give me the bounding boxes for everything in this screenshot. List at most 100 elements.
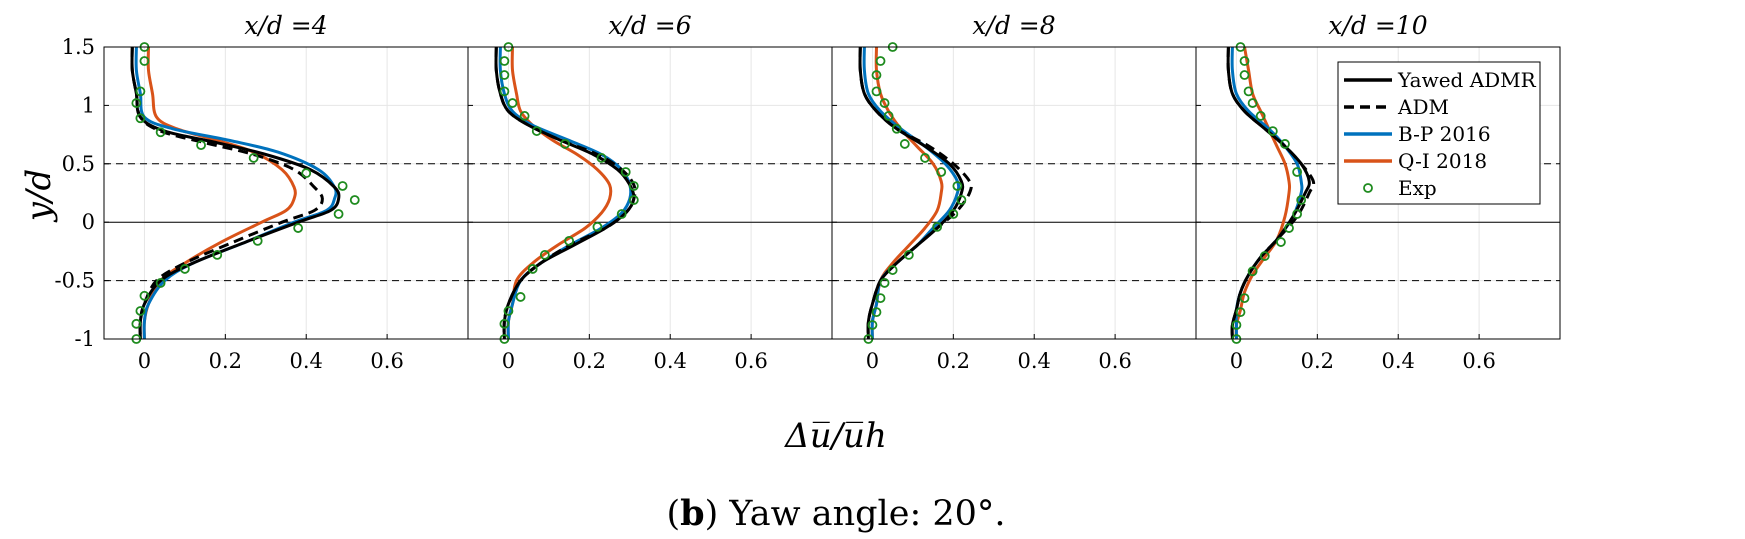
legend-label-exp: Exp [1398, 176, 1437, 200]
exp-data-point [527, 264, 538, 274]
exp-data-point [1259, 251, 1270, 261]
exp-data-point [131, 98, 142, 108]
exp-data-point [1239, 70, 1250, 80]
exp-data-point [875, 293, 886, 304]
legend: Yawed ADMR ADM B-P 2016 Q-I 2018 Exp [1337, 61, 1541, 205]
legend-label-b-p-2016: B-P 2016 [1398, 122, 1491, 146]
exp-data-point [867, 320, 878, 330]
exp-data-point [507, 98, 518, 108]
exp-data-point [135, 86, 146, 97]
x-tick-label: 0.6 [1462, 349, 1495, 373]
x-tick-label: 0.6 [1098, 349, 1131, 373]
exp-data-point [1247, 98, 1258, 108]
caption-prefix: ( [666, 494, 680, 534]
x-tick-label: 0.4 [654, 349, 687, 373]
x-tick-label: 0.2 [937, 349, 970, 373]
exp-data-point [531, 126, 542, 136]
exp-data-point [1276, 237, 1286, 247]
exp-data-point [871, 86, 882, 97]
panel-plot-area [858, 47, 973, 339]
x-tick-label: 0.2 [1301, 349, 1334, 373]
exp-data-point [628, 181, 639, 191]
x-tick-label: 0 [1230, 349, 1243, 373]
series-line-q-i-2018 [506, 47, 613, 339]
exp-data-point [903, 250, 914, 260]
exp-data-point [628, 195, 639, 205]
exp-data-point [1280, 139, 1290, 149]
panel-frame [1195, 46, 1561, 340]
exp-data-point [936, 167, 947, 177]
x-tick-label: 0.2 [209, 349, 242, 373]
panel-2: 0 0.2 0.4 0.6 x/d =6 [467, 11, 833, 373]
exp-data-point [932, 221, 943, 232]
panel-background [104, 47, 468, 339]
exp-data-point [883, 111, 894, 121]
exp-data-point [519, 111, 530, 121]
exp-data-point [871, 307, 882, 318]
exp-data-point [596, 153, 607, 163]
exp-data-point [499, 86, 510, 97]
panel-title: x/d =8 [972, 11, 1055, 40]
exp-data-point [920, 153, 930, 163]
exp-data-point [135, 113, 146, 124]
exp-data-point [564, 235, 575, 246]
panel-title: x/d =4 [244, 11, 327, 40]
x-axis-label: Δu̅/u̅h [783, 416, 887, 456]
y-tick-label: 1 [82, 93, 95, 117]
x-tick-label: 0.4 [290, 349, 323, 373]
exp-data-point [948, 209, 959, 219]
panel-plot-area [1226, 47, 1316, 339]
exp-data-point [1247, 266, 1258, 277]
y-tick-label: 1.5 [62, 35, 95, 59]
legend-label-adm: ADM [1397, 95, 1449, 119]
figure-caption: (b) Yaw angle: 20°. [666, 493, 1005, 534]
exp-data-point [248, 153, 259, 163]
exp-data-point [499, 70, 510, 80]
panel-title: x/d =10 [1328, 11, 1427, 40]
series-line-yawed-admr [858, 47, 965, 339]
x-tick-label: 0 [138, 349, 151, 373]
legend-label-yawed-admr: Yawed ADMR [1397, 68, 1537, 92]
exp-data-point [301, 168, 312, 179]
x-tick-label: 0.4 [1018, 349, 1051, 373]
exp-data-point [899, 139, 910, 149]
series-line-yawed-admr [494, 47, 636, 339]
exp-data-point [135, 306, 146, 316]
exp-data-point [1267, 126, 1278, 136]
y-axis-label: y/d [19, 169, 59, 223]
exp-data-point [1284, 223, 1294, 233]
exp-data-point [1239, 293, 1250, 304]
exp-data-point [179, 264, 190, 274]
x-tick-label: 0 [866, 349, 879, 373]
y-tick-label: 0 [82, 210, 95, 234]
y-tick-label: -0.5 [55, 269, 96, 293]
panel-3: 0 0.2 0.4 0.6 x/d =8 [831, 11, 1197, 373]
exp-data-point [212, 250, 223, 260]
exp-data-point [1231, 320, 1242, 330]
exp-data-point [592, 221, 603, 232]
caption-text: ) Yaw angle: 20°. [705, 494, 1006, 534]
exp-data-point [616, 209, 627, 219]
x-tick-label: 0.6 [734, 349, 767, 373]
exp-data-point [1292, 209, 1303, 219]
exp-data-point [956, 195, 967, 205]
exp-data-point [503, 306, 514, 316]
exp-data-point [560, 139, 570, 149]
panel-background [832, 47, 1196, 339]
panel-title: x/d =6 [608, 11, 691, 40]
exp-data-point [891, 123, 902, 134]
x-tick-label: 0 [502, 349, 515, 373]
exp-data-point [293, 223, 304, 233]
exp-data-point [875, 56, 886, 66]
exp-data-point [499, 56, 510, 66]
exp-data-point [952, 181, 963, 191]
exp-data-point [1296, 195, 1307, 205]
panel-1: 0 0.2 0.4 0.6 -1 -0.5 0 0.5 1 1.5 x/d =4 [55, 11, 469, 373]
series-line-yawed-admr [1226, 47, 1311, 339]
exp-data-point [139, 290, 150, 301]
exp-data-point [337, 181, 348, 191]
panels: 0 0.2 0.4 0.6 -1 -0.5 0 0.5 1 1.5 x/d =4 0 0.2 0.4 0.6… [55, 11, 1561, 373]
exp-data-point [196, 140, 206, 151]
y-tick-label: 0.5 [62, 152, 95, 176]
